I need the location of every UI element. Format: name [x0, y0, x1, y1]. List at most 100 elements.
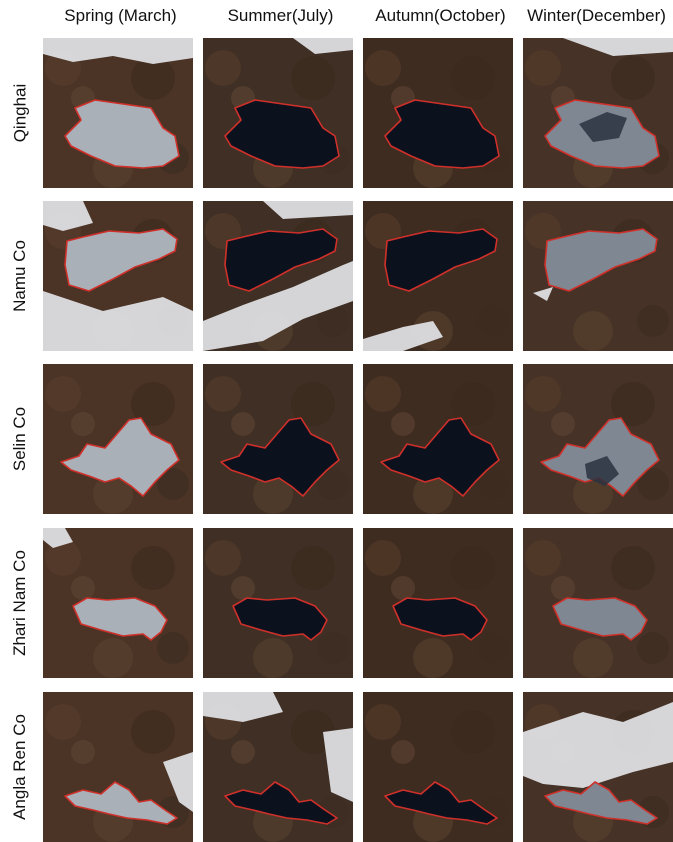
terrain-texture [317, 468, 349, 500]
terrain-texture [231, 740, 255, 764]
terrain-texture [205, 50, 241, 86]
snow-cover [43, 201, 93, 231]
lake-boundary [384, 99, 500, 169]
satellite-image [203, 38, 353, 188]
terrain-texture [611, 382, 655, 426]
snow-cover [43, 291, 193, 351]
row-label-text: Qinghai [10, 83, 30, 143]
terrain-texture [365, 704, 401, 740]
satellite-image [203, 692, 353, 842]
snow-cover [263, 201, 353, 219]
terrain-texture [205, 540, 241, 576]
satellite-image [363, 692, 513, 842]
lake-boundary [220, 417, 340, 497]
satellite-tile-selin-spring [43, 364, 193, 514]
terrain-texture [637, 468, 669, 500]
satellite-tile-angla-autumn [363, 692, 513, 842]
lake-boundary [60, 417, 180, 497]
terrain-texture [413, 474, 453, 514]
satellite-image [203, 364, 353, 514]
terrain-texture [391, 576, 415, 600]
terrain-texture [291, 56, 335, 100]
terrain-texture [317, 305, 349, 337]
terrain-texture [131, 546, 175, 590]
snow-cover [323, 728, 353, 802]
satellite-tile-selin-autumn [363, 364, 513, 514]
lake-boundary [72, 597, 168, 641]
terrain-texture [45, 704, 81, 740]
snow-cover [203, 261, 353, 351]
terrain-texture [413, 638, 453, 678]
lake-boundary [224, 99, 340, 169]
snow-cover [293, 38, 353, 54]
terrain-texture [291, 382, 335, 426]
lake-boundary [384, 228, 498, 292]
satellite-image [363, 201, 513, 351]
terrain-texture [291, 546, 335, 590]
terrain-texture [253, 638, 293, 678]
satellite-tile-qinghai-winter [523, 38, 673, 188]
terrain-texture [365, 376, 401, 412]
column-header-winter: Winter(December) [527, 6, 666, 25]
terrain-texture [205, 376, 241, 412]
satellite-tile-angla-winter [523, 692, 673, 842]
terrain-texture [525, 540, 561, 576]
satellite-tile-qinghai-summer [203, 38, 353, 188]
satellite-image [43, 201, 193, 351]
satellite-image [43, 38, 193, 188]
terrain-texture [451, 56, 495, 100]
satellite-tile-angla-summer [203, 692, 353, 842]
lake-boundary [232, 597, 328, 641]
satellite-image [43, 692, 193, 842]
terrain-texture [157, 468, 189, 500]
row-label-selin-co: Selin Co [0, 364, 40, 514]
satellite-tile-qinghai-autumn [363, 38, 513, 188]
open-water-patch [585, 456, 619, 486]
snow-cover [163, 752, 193, 812]
terrain-texture [477, 305, 509, 337]
lake-boundary [224, 781, 338, 825]
terrain-texture [525, 50, 561, 86]
satellite-image [523, 201, 673, 351]
satellite-image [363, 364, 513, 514]
terrain-texture [551, 576, 575, 600]
satellite-image [43, 364, 193, 514]
satellite-tile-zhari-winter [523, 528, 673, 678]
terrain-texture [573, 311, 613, 351]
open-water-patch [579, 112, 627, 142]
terrain-texture [611, 56, 655, 100]
satellite-tile-zhari-summer [203, 528, 353, 678]
column-header-autumn: Autumn(October) [375, 6, 506, 25]
terrain-texture [291, 710, 335, 754]
terrain-texture [365, 540, 401, 576]
satellite-tile-qinghai-spring [43, 38, 193, 188]
lake-boundary [380, 417, 500, 497]
terrain-texture [231, 412, 255, 436]
terrain-texture [253, 474, 293, 514]
terrain-texture [71, 740, 95, 764]
terrain-texture [93, 474, 133, 514]
terrain-texture [477, 468, 509, 500]
satellite-tile-namu-spring [43, 201, 193, 351]
terrain-texture [391, 412, 415, 436]
lake-boundary [64, 99, 180, 169]
lake-boundary [544, 781, 658, 825]
lake-boundary [64, 781, 178, 825]
row-label-namu-co: Namu Co [0, 201, 40, 351]
snow-cover [363, 321, 443, 351]
satellite-image [523, 692, 673, 842]
satellite-tile-angla-spring [43, 692, 193, 842]
terrain-texture [451, 546, 495, 590]
satellite-image [523, 364, 673, 514]
terrain-texture [45, 540, 81, 576]
satellite-image [43, 528, 193, 678]
satellite-tile-namu-autumn [363, 201, 513, 351]
terrain-texture [477, 632, 509, 664]
terrain-texture [391, 740, 415, 764]
lake-boundary [384, 781, 498, 825]
terrain-texture [231, 576, 255, 600]
satellite-image [203, 528, 353, 678]
terrain-texture [131, 710, 175, 754]
row-label-text: Angla Ren Co [10, 714, 29, 820]
satellite-image [203, 201, 353, 351]
